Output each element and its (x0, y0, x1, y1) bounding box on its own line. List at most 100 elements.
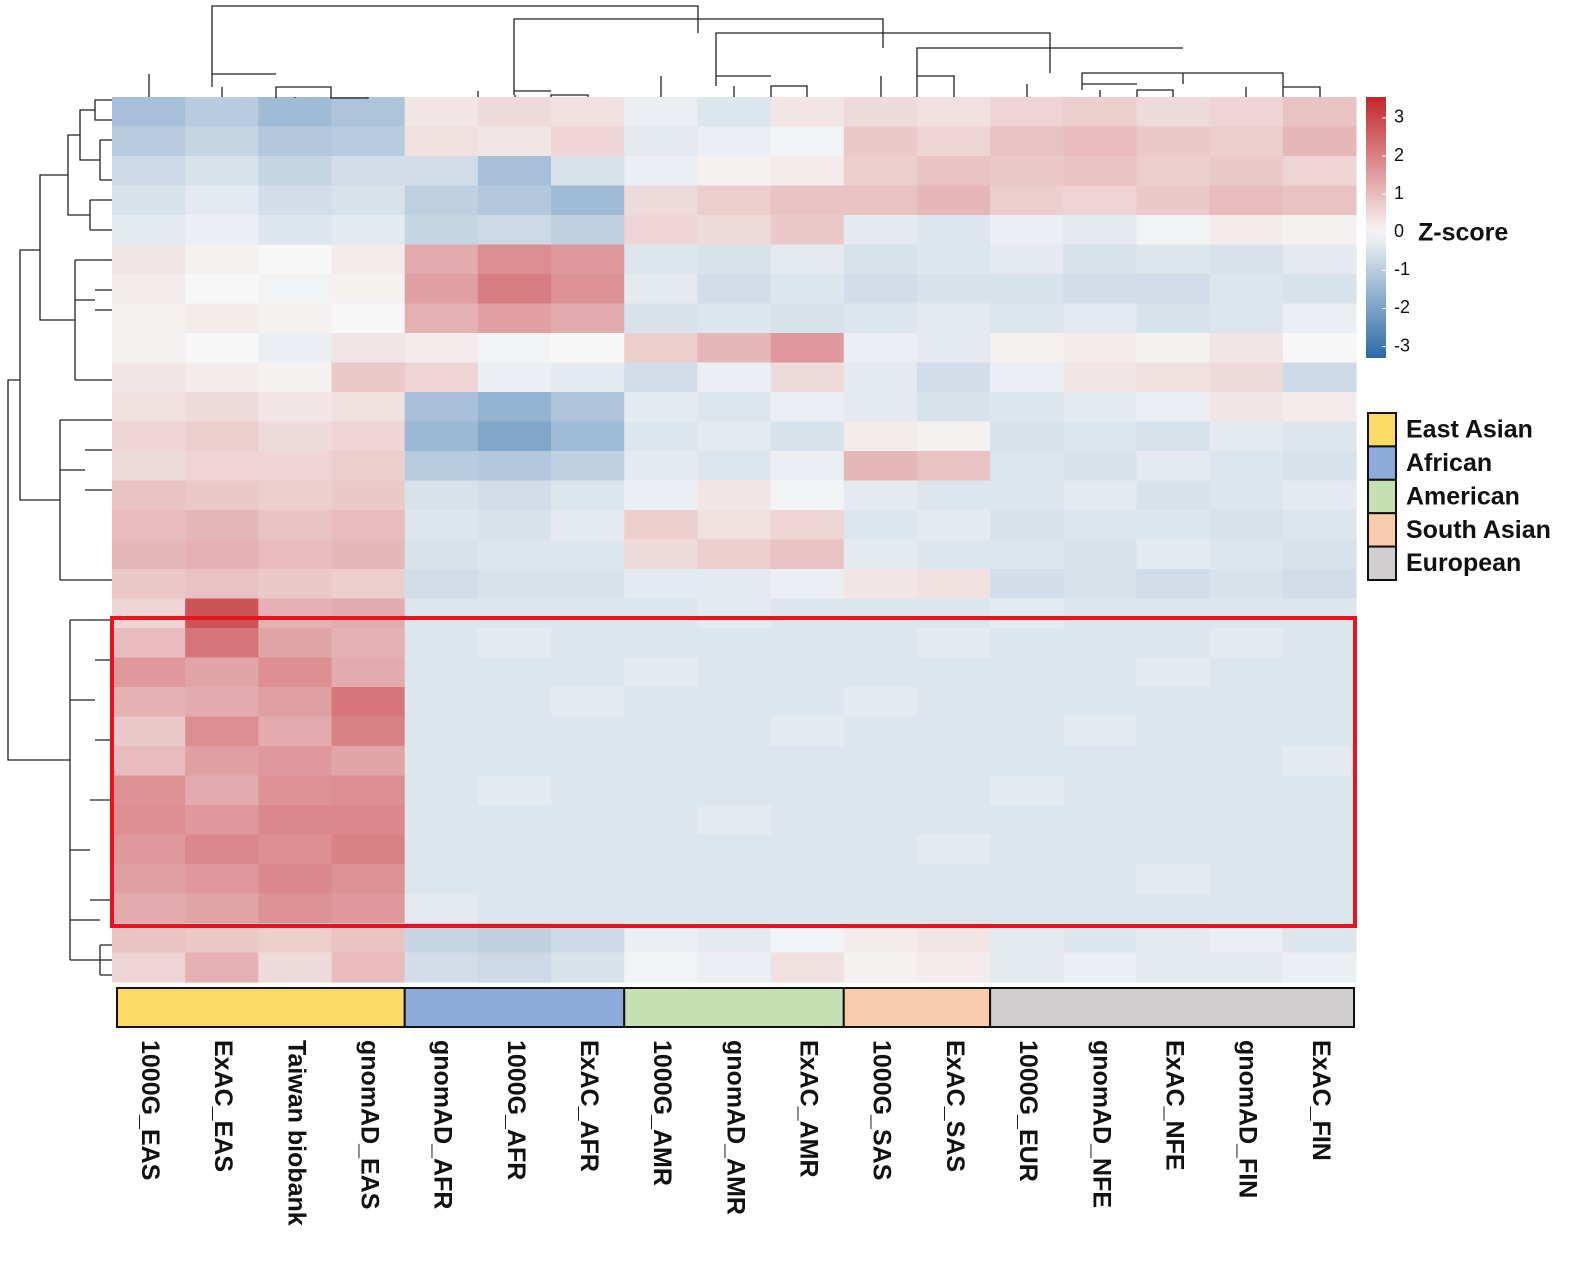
heat-cell (843, 952, 918, 983)
heat-cell (1136, 834, 1211, 865)
heat-cell (624, 569, 699, 600)
heat-cell (624, 716, 699, 747)
heat-cell (477, 97, 552, 128)
legend-swatch (1367, 512, 1397, 548)
heat-cell (1063, 805, 1138, 836)
heat-cell (624, 657, 699, 688)
heat-cell (1063, 598, 1138, 629)
legend-swatch (1367, 545, 1397, 581)
heat-cell (112, 834, 186, 865)
heat-cell (404, 244, 479, 275)
heat-cell (185, 628, 259, 659)
heat-cell (990, 775, 1064, 806)
heat-cell (331, 510, 406, 541)
heat-cell (770, 510, 845, 541)
heat-cell (697, 126, 772, 157)
heat-cell (477, 657, 552, 688)
heat-cell (331, 333, 406, 364)
heat-cell (770, 539, 845, 570)
heat-cell (770, 362, 845, 393)
heat-cell (843, 451, 918, 482)
heat-cell (916, 480, 991, 511)
heat-cell (112, 421, 186, 452)
heat-cell (258, 362, 333, 393)
heat-cell (916, 687, 991, 718)
heat-cell (1282, 569, 1357, 600)
heat-cell (477, 864, 552, 895)
heat-cell (770, 421, 845, 452)
heat-cell (770, 952, 845, 983)
heat-cell (1063, 923, 1138, 954)
column-label: 1000G_AFR (502, 1040, 530, 1180)
heat-cell (331, 598, 406, 629)
heat-cell (1136, 421, 1211, 452)
heat-cell (1063, 392, 1138, 423)
heat-cell (1136, 480, 1211, 511)
heat-cell (770, 805, 845, 836)
heat-cell (331, 569, 406, 600)
heat-cell (843, 687, 918, 718)
heat-cell (1063, 156, 1138, 187)
heat-cell (258, 716, 333, 747)
heat-cell (916, 864, 991, 895)
heat-cell (112, 215, 186, 246)
heat-cell (843, 746, 918, 777)
heat-cell (1282, 126, 1357, 157)
heat-cell (1282, 156, 1357, 187)
legend-label: African (1406, 449, 1492, 477)
heat-cell (404, 333, 479, 364)
heat-cell (697, 746, 772, 777)
heat-cell (477, 598, 552, 629)
heat-cell (697, 923, 772, 954)
heat-cell (258, 451, 333, 482)
heat-cell (112, 303, 186, 334)
heat-cell (551, 805, 625, 836)
heat-cell (697, 952, 772, 983)
column-label: ExAC_EAS (209, 1040, 237, 1172)
heat-cell (404, 687, 479, 718)
heat-cell (112, 893, 186, 924)
heat-cell (112, 274, 186, 305)
heat-cell (331, 657, 406, 688)
heat-cell (624, 97, 699, 128)
heat-cell (1209, 952, 1284, 983)
heat-cell (624, 362, 699, 393)
heat-cell (258, 569, 333, 600)
heat-cell (1209, 628, 1284, 659)
heat-cell (551, 244, 625, 275)
heat-cell (1282, 657, 1357, 688)
heat-cell (477, 716, 552, 747)
heat-cell (477, 156, 552, 187)
heat-cell (112, 952, 186, 983)
heat-cell (331, 716, 406, 747)
heat-cell (477, 952, 552, 983)
heat-cell (990, 215, 1064, 246)
heat-cell (404, 598, 479, 629)
heat-cell (185, 598, 259, 629)
heat-cell (1209, 569, 1284, 600)
heat-cell (916, 657, 991, 688)
heat-cell (1136, 569, 1211, 600)
heat-cell (1209, 510, 1284, 541)
heat-cell (477, 775, 552, 806)
heat-cell (551, 952, 625, 983)
heat-cell (990, 480, 1064, 511)
heat-cell (1136, 97, 1211, 128)
heat-cell (258, 333, 333, 364)
heat-cell (1209, 598, 1284, 629)
heatmap (112, 97, 1357, 983)
heat-cell (112, 510, 186, 541)
heat-cell (916, 97, 991, 128)
heat-cell (624, 893, 699, 924)
heat-cell (185, 510, 259, 541)
heat-cell (112, 864, 186, 895)
legend-label: European (1406, 549, 1521, 577)
heat-cell (990, 185, 1064, 216)
heat-cell (624, 185, 699, 216)
heat-cell (1209, 303, 1284, 334)
heat-cell (404, 156, 479, 187)
heat-cell (477, 687, 552, 718)
column-label: gnomAD_FIN (1234, 1040, 1262, 1198)
heat-cell (477, 244, 552, 275)
legend-label: East Asian (1406, 416, 1533, 444)
